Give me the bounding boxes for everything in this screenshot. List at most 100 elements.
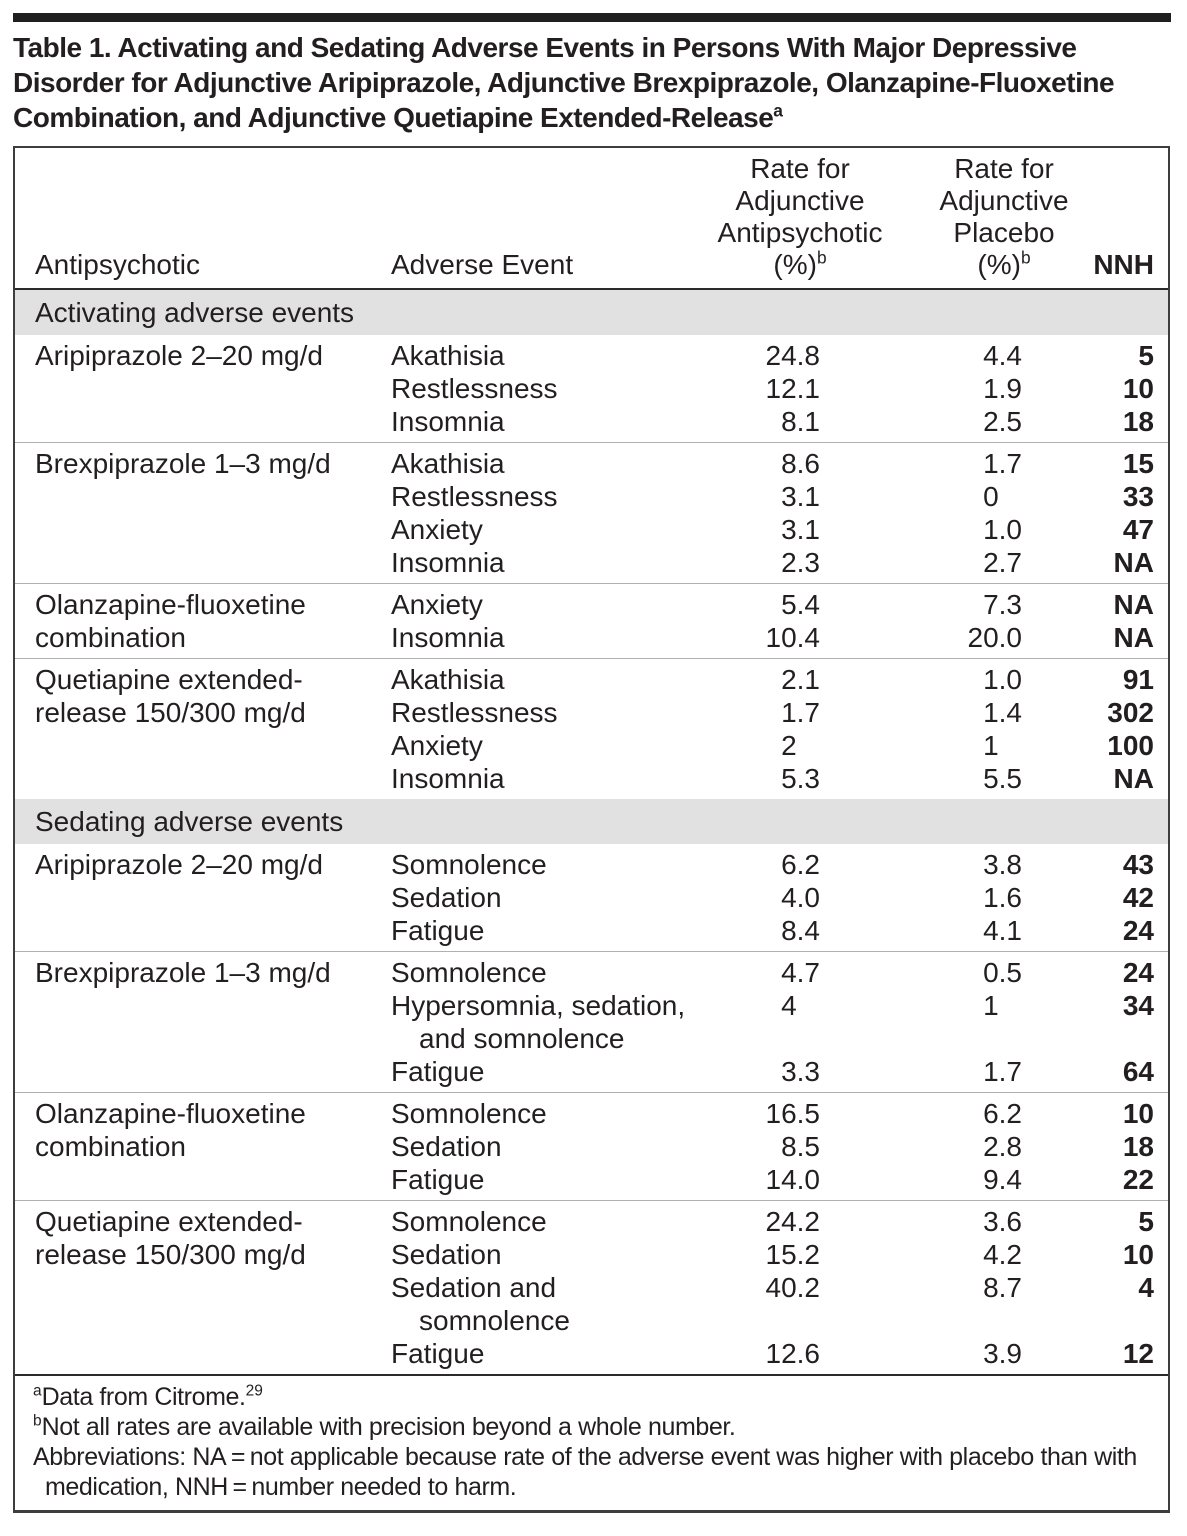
nnh-cell: 47 bbox=[1122, 514, 1154, 545]
section-body-activating: Aripiprazole 2–20 mg/d Akathisia 24.8 4.4 5 R… bbox=[15, 335, 1168, 799]
adverse-event-cell: Somnolence bbox=[391, 1098, 547, 1129]
placebo-rate-header-line1: Rate for bbox=[954, 153, 1054, 184]
nnh-cell: 64 bbox=[1122, 1056, 1154, 1087]
table-row: Sedation 4.0 1.6 42 bbox=[391, 881, 1168, 914]
footnote-a-superscript: a bbox=[33, 1382, 42, 1400]
table-row: Akathisia 24.8 4.4 5 bbox=[391, 339, 1168, 372]
adverse-events-table: Antipsychotic Adverse Event Rate for Adju… bbox=[13, 146, 1170, 1513]
drug-group-rows: Akathisia 24.8 4.4 5 Restlessness 12.1 1.9 10 In… bbox=[391, 339, 1168, 438]
nnh-cell: 5 bbox=[1138, 340, 1154, 371]
table-row: Insomnia 10.4 20.0 NA bbox=[391, 621, 1168, 654]
table-row: Sedation and somnolence 40.2 8.7 4 bbox=[391, 1271, 1168, 1337]
table-row: Fatigue 3.3 1.7 64 bbox=[391, 1055, 1168, 1088]
antipsychotic-cell: Brexpiprazole 1–3 mg/d bbox=[35, 448, 331, 479]
antipsychotic-cell: Aripiprazole 2–20 mg/d bbox=[35, 340, 323, 371]
nnh-cell: 4 bbox=[1138, 1272, 1154, 1303]
nnh-cell: 5 bbox=[1138, 1206, 1154, 1237]
adverse-event-cell: Anxiety bbox=[391, 514, 483, 545]
adverse-event-cell: Fatigue bbox=[391, 1056, 485, 1087]
placebo-rate-cell: 9.4 bbox=[983, 1164, 1022, 1195]
col-header-antipsychotic: Antipsychotic bbox=[35, 249, 200, 280]
drug-rate-cell: 12.1 bbox=[765, 373, 821, 404]
drug-rate-cell: 6.2 bbox=[781, 849, 820, 880]
adverse-event-cell: Fatigue bbox=[391, 915, 485, 946]
antipsychotic-cell: Aripiprazole 2–20 mg/d bbox=[35, 849, 323, 880]
adverse-event-cell: Anxiety bbox=[391, 730, 483, 761]
placebo-rate-cell: 1.0 bbox=[983, 990, 999, 1021]
section-band-sedating: Sedating adverse events bbox=[15, 799, 1168, 844]
table-row: Fatigue 8.4 4.1 24 bbox=[391, 914, 1168, 947]
table-row: Hypersomnia, sedation, and somnolence 4.0… bbox=[391, 989, 1168, 1055]
drug-rate-cell: 2.1 bbox=[781, 664, 820, 695]
placebo-rate-cell: 3.6 bbox=[983, 1206, 1022, 1237]
footnote-abbreviations: Abbreviations: NA = not applicable becau… bbox=[33, 1443, 1137, 1501]
nnh-cell: NA bbox=[1113, 763, 1154, 794]
placebo-rate-cell: 1.9 bbox=[983, 373, 1022, 404]
placebo-rate-cell: 2.5 bbox=[983, 406, 1022, 437]
table-row: Fatigue 12.6 3.9 12 bbox=[391, 1337, 1168, 1370]
nnh-cell: 10 bbox=[1122, 1239, 1154, 1270]
drug-group: Quetiapine extended-release 150/300 mg/d… bbox=[15, 1201, 1168, 1374]
adverse-event-cell: Insomnia bbox=[391, 622, 505, 653]
placebo-rate-cell: 4.1 bbox=[983, 915, 1022, 946]
placebo-rate-cell: 4.2 bbox=[983, 1239, 1022, 1270]
placebo-rate-cell: 20.0 bbox=[967, 622, 1023, 653]
adverse-event-cell: Restlessness bbox=[391, 481, 558, 512]
group-separator bbox=[15, 1200, 1168, 1201]
drug-group: Brexpiprazole 1–3 mg/d Somnolence 4.7 0.5 24… bbox=[15, 952, 1168, 1092]
drug-rate-cell: 4.0 bbox=[781, 882, 820, 913]
adverse-event-cell: Akathisia bbox=[391, 340, 505, 371]
drug-rate-header-unit: (%) bbox=[773, 249, 817, 280]
placebo-rate-cell: 0.5 bbox=[983, 957, 1022, 988]
table-title-text: Table 1. Activating and Sedating Adverse… bbox=[13, 32, 1115, 133]
group-separator bbox=[15, 442, 1168, 443]
adverse-event-cell: Fatigue bbox=[391, 1338, 485, 1369]
adverse-event-cell: Hypersomnia, sedation, and somnolence bbox=[391, 990, 686, 1054]
nnh-cell: 100 bbox=[1107, 730, 1154, 761]
table-row: Restlessness 12.1 1.9 10 bbox=[391, 372, 1168, 405]
footnote-a-text: Data from Citrome. bbox=[41, 1383, 246, 1411]
section-body-sedating: Aripiprazole 2–20 mg/d Somnolence 6.2 3.8 43… bbox=[15, 844, 1168, 1374]
placebo-rate-cell: 1.6 bbox=[983, 882, 1022, 913]
placebo-rate-header-superscript: b bbox=[1020, 247, 1031, 268]
table-row: Anxiety 5.4 7.3 NA bbox=[391, 588, 1168, 621]
table-header-row: Antipsychotic Adverse Event Rate for Adju… bbox=[15, 148, 1168, 290]
footnote-a: aData from Citrome.29 bbox=[33, 1382, 1160, 1412]
drug-group: Brexpiprazole 1–3 mg/d Akathisia 8.6 1.7 15 R… bbox=[15, 443, 1168, 583]
drug-rate-cell: 12.6 bbox=[765, 1338, 821, 1369]
table-row: Insomnia 2.3 2.7 NA bbox=[391, 546, 1168, 579]
drug-group-rows: Somnolence 24.2 3.6 5 Sedation 15.2 4.2 10 Sedat… bbox=[391, 1205, 1168, 1370]
placebo-rate-cell: 8.7 bbox=[983, 1272, 1022, 1303]
antipsychotic-cell: Brexpiprazole 1–3 mg/d bbox=[35, 957, 331, 988]
nnh-cell: 15 bbox=[1122, 448, 1154, 479]
drug-rate-cell: 1.7 bbox=[781, 697, 820, 728]
table-row: Insomnia 8.1 2.5 18 bbox=[391, 405, 1168, 438]
placebo-rate-cell: 3.8 bbox=[983, 849, 1022, 880]
group-separator bbox=[15, 1092, 1168, 1093]
table-row: Somnolence 16.5 6.2 10 bbox=[391, 1097, 1168, 1130]
placebo-rate-cell: 7.3 bbox=[983, 589, 1022, 620]
drug-rate-cell: 2.3 bbox=[781, 547, 820, 578]
nnh-cell: 34 bbox=[1122, 990, 1154, 1021]
col-header-drug-rate: Rate for Adjunctive Antipsychotic (%)b bbox=[695, 153, 905, 281]
drug-rate-cell: 8.6 bbox=[781, 448, 820, 479]
drug-rate-cell: 4.0 bbox=[781, 990, 797, 1021]
table-row: Restlessness 1.7 1.4 302 bbox=[391, 696, 1168, 729]
placebo-rate-header-line3: Placebo bbox=[953, 217, 1055, 248]
drug-rate-cell: 8.4 bbox=[781, 915, 820, 946]
group-separator bbox=[15, 583, 1168, 584]
placebo-rate-cell: 1.7 bbox=[983, 1056, 1022, 1087]
table-row: Somnolence 6.2 3.8 43 bbox=[391, 848, 1168, 881]
drug-rate-cell: 2.0 bbox=[781, 730, 797, 761]
nnh-cell: 22 bbox=[1122, 1164, 1154, 1195]
table-row: Somnolence 24.2 3.6 5 bbox=[391, 1205, 1168, 1238]
antipsychotic-cell: Quetiapine extended-release 150/300 mg/d bbox=[35, 664, 306, 728]
nnh-cell: 43 bbox=[1122, 849, 1154, 880]
placebo-rate-cell: 6.2 bbox=[983, 1098, 1022, 1129]
table-row: Anxiety 3.1 1.0 47 bbox=[391, 513, 1168, 546]
footnote-b: bNot all rates are available with precis… bbox=[33, 1412, 1160, 1442]
drug-rate-header-line1: Rate for bbox=[750, 153, 850, 184]
placebo-rate-cell: 3.9 bbox=[983, 1338, 1022, 1369]
antipsychotic-cell: Olanzapine-fluoxetine combination bbox=[35, 1098, 306, 1162]
drug-rate-header-line2: Adjunctive bbox=[735, 185, 865, 216]
